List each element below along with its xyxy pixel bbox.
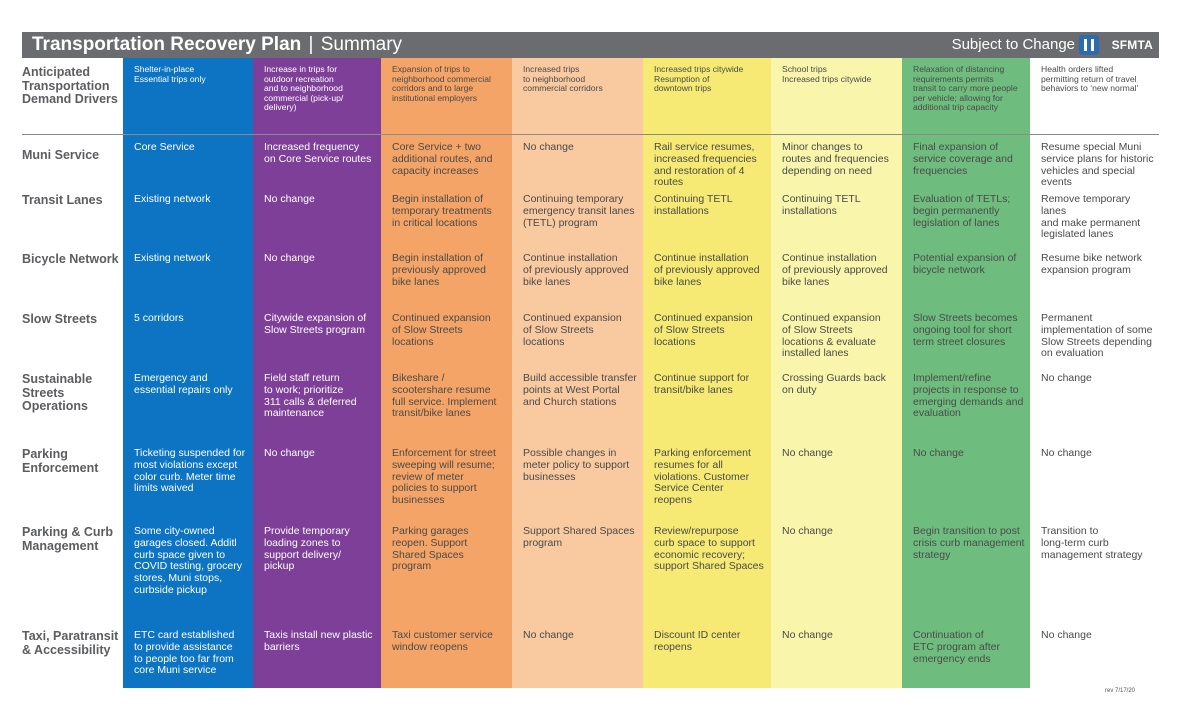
cell-bicycle-phase-1: Existing network bbox=[134, 252, 211, 264]
subject-to-change-note: Subject to Change bbox=[951, 36, 1075, 53]
phase-column-4: Increased trips to neighborhood commerci… bbox=[512, 58, 643, 688]
cell-slow-streets-phase-7: Slow Streets becomes ongoing tool for sh… bbox=[913, 312, 1018, 348]
cell-taxi-phase-1: ETC card established to provide assistan… bbox=[134, 629, 235, 677]
cell-transit-lanes-phase-3: Begin installation of temporary treatmen… bbox=[392, 193, 492, 229]
cell-taxi-phase-8: No change bbox=[1041, 629, 1092, 641]
row-label-muni: Muni Service bbox=[22, 148, 100, 162]
cell-taxi-phase-6: No change bbox=[782, 629, 833, 641]
cell-slow-streets-phase-3: Continued expansion of Slow Streets loca… bbox=[392, 312, 491, 348]
sfmta-logo-text: SFMTA bbox=[1111, 38, 1153, 52]
cell-drivers-phase-7: Relaxation of distancing requirements pe… bbox=[913, 64, 1018, 113]
cell-parking-enf-phase-5: Parking enforcement resumes for all viol… bbox=[654, 447, 751, 507]
cell-drivers-phase-4: Increased trips to neighborhood commerci… bbox=[523, 64, 603, 94]
cell-taxi-phase-3: Taxi customer service window reopens bbox=[392, 629, 493, 653]
cell-drivers-phase-1: Shelter-in-place Essential trips only bbox=[134, 64, 206, 84]
cell-parking-enf-phase-2: No change bbox=[264, 447, 315, 459]
phase-column-1: Shelter-in-place Essential trips only Cor… bbox=[123, 58, 253, 688]
row-label-drivers: Anticipated Transportation Demand Driver… bbox=[22, 65, 118, 106]
sfmta-logo-icon bbox=[1079, 35, 1099, 55]
cell-operations-phase-1: Emergency and essential repairs only bbox=[134, 372, 233, 396]
phase-column-7: Relaxation of distancing requirements pe… bbox=[902, 58, 1030, 688]
cell-slow-streets-phase-5: Continued expansion of Slow Streets loca… bbox=[654, 312, 753, 348]
cell-bicycle-phase-5: Continue installation of previously appr… bbox=[654, 252, 760, 288]
row-label-bicycle: Bicycle Network bbox=[22, 252, 119, 266]
cell-transit-lanes-phase-6: Continuing TETL installations bbox=[782, 193, 861, 217]
cell-operations-phase-8: No change bbox=[1041, 372, 1092, 384]
cell-taxi-phase-2: Taxis install new plastic barriers bbox=[264, 629, 373, 653]
cell-parking-enf-phase-3: Enforcement for street sweeping will res… bbox=[392, 447, 496, 507]
phase-column-3: Expansion of trips to neighborhood comme… bbox=[381, 58, 512, 688]
cell-bicycle-phase-2: No change bbox=[264, 252, 315, 264]
cell-muni-phase-4: No change bbox=[523, 141, 574, 153]
title-subtitle: Summary bbox=[320, 34, 403, 55]
cell-muni-phase-5: Rail service resumes, increased frequenc… bbox=[654, 141, 757, 189]
cell-drivers-phase-8: Health orders lifted permitting return o… bbox=[1041, 64, 1139, 94]
cell-bicycle-phase-7: Potential expansion of bicycle network bbox=[913, 252, 1017, 276]
phase-column-5: Increased trips citywide Resumption of d… bbox=[643, 58, 771, 688]
row-label-slow-streets: Slow Streets bbox=[22, 312, 98, 326]
cell-transit-lanes-phase-5: Continuing TETL installations bbox=[654, 193, 733, 217]
cell-taxi-phase-5: Discount ID center reopens bbox=[654, 629, 741, 653]
cell-parking-curb-phase-7: Begin transition to post crisis curb man… bbox=[913, 525, 1025, 561]
cell-parking-curb-phase-8: Transition to long-term curb management … bbox=[1041, 525, 1143, 561]
cell-parking-curb-phase-1: Some city-owned garages closed. Additl c… bbox=[134, 525, 242, 596]
cell-drivers-phase-3: Expansion of trips to neighborhood comme… bbox=[392, 64, 491, 103]
cell-bicycle-phase-3: Begin installation of previously approve… bbox=[392, 252, 486, 288]
title-separator: | bbox=[308, 34, 314, 55]
row-label-taxi: Taxi, Paratransit & Accessibility bbox=[22, 629, 119, 657]
cell-parking-enf-phase-6: No change bbox=[782, 447, 833, 459]
cell-transit-lanes-phase-8: Remove temporary lanes and make permanen… bbox=[1041, 193, 1141, 241]
cell-parking-curb-phase-5: Review/repurpose curb space to support e… bbox=[654, 525, 764, 573]
cell-bicycle-phase-8: Resume bike network expansion program bbox=[1041, 252, 1142, 276]
cell-muni-phase-3: Core Service + two additional routes, an… bbox=[392, 141, 493, 177]
cell-parking-curb-phase-3: Parking garages reopen. Support Shared S… bbox=[392, 525, 469, 573]
page-title: Transportation Recovery Plan | Summary bbox=[32, 34, 402, 56]
cell-muni-phase-2: Increased frequency on Core Service rout… bbox=[264, 141, 372, 165]
cell-muni-phase-7: Final expansion of service coverage and … bbox=[913, 141, 1013, 177]
row-label-transit-lanes: Transit Lanes bbox=[22, 193, 103, 207]
row-label-parking-enf: Parking Enforcement bbox=[22, 447, 99, 475]
cell-drivers-phase-6: School trips Increased trips citywide bbox=[782, 64, 872, 84]
cell-transit-lanes-phase-4: Continuing temporary emergency transit l… bbox=[523, 193, 635, 229]
cell-slow-streets-phase-4: Continued expansion of Slow Streets loca… bbox=[523, 312, 622, 348]
cell-taxi-phase-4: No change bbox=[523, 629, 574, 641]
cell-bicycle-phase-6: Continue installation of previously appr… bbox=[782, 252, 888, 288]
phase-column-6: School trips Increased trips citywide Min… bbox=[771, 58, 902, 688]
phase-column-8: Health orders lifted permitting return o… bbox=[1030, 58, 1159, 688]
cell-parking-enf-phase-1: Ticketing suspended for most violations … bbox=[134, 447, 246, 495]
cell-transit-lanes-phase-1: Existing network bbox=[134, 193, 211, 205]
cell-operations-phase-6: Crossing Guards back on duty bbox=[782, 372, 886, 396]
revision-note: rev 7/17/20 bbox=[1105, 688, 1136, 694]
header-divider bbox=[22, 134, 1159, 135]
title-bar: Transportation Recovery Plan | Summary S… bbox=[22, 32, 1159, 58]
cell-parking-curb-phase-6: No change bbox=[782, 525, 833, 537]
row-label-operations: Sustainable Streets Operations bbox=[22, 372, 93, 413]
cell-operations-phase-7: Implement/refine projects in response to… bbox=[913, 372, 1024, 420]
cell-muni-phase-6: Minor changes to routes and frequencies … bbox=[782, 141, 889, 177]
cell-drivers-phase-2: Increase in trips for outdoor recreation… bbox=[264, 64, 344, 113]
cell-operations-phase-3: Bikeshare / scootershare resume full ser… bbox=[392, 372, 497, 420]
cell-operations-phase-5: Continue support for transit/bike lanes bbox=[654, 372, 750, 396]
cell-slow-streets-phase-1: 5 corridors bbox=[134, 312, 184, 324]
cell-muni-phase-8: Resume special Muni service plans for hi… bbox=[1041, 141, 1154, 189]
cell-slow-streets-phase-2: Citywide expansion of Slow Streets progr… bbox=[264, 312, 367, 336]
cell-operations-phase-2: Field staff return to work; prioritize 3… bbox=[264, 372, 357, 420]
cell-parking-curb-phase-4: Support Shared Spaces program bbox=[523, 525, 635, 549]
row-label-parking-curb: Parking & Curb Management bbox=[22, 525, 113, 553]
cell-transit-lanes-phase-2: No change bbox=[264, 193, 315, 205]
cell-parking-curb-phase-2: Provide temporary loading zones to suppo… bbox=[264, 525, 350, 573]
cell-slow-streets-phase-6: Continued expansion of Slow Streets loca… bbox=[782, 312, 881, 360]
cell-parking-enf-phase-4: Possible changes in meter policy to supp… bbox=[523, 447, 630, 483]
cell-taxi-phase-7: Continuation of ETC program after emerge… bbox=[913, 629, 1000, 665]
cell-parking-enf-phase-7: No change bbox=[913, 447, 964, 459]
cell-parking-enf-phase-8: No change bbox=[1041, 447, 1092, 459]
cell-drivers-phase-5: Increased trips citywide Resumption of d… bbox=[654, 64, 744, 94]
cell-transit-lanes-phase-7: Evaluation of TETLs; begin permanently l… bbox=[913, 193, 1011, 229]
phase-column-2: Increase in trips for outdoor recreation… bbox=[253, 58, 381, 688]
cell-operations-phase-4: Build accessible transfer points at West… bbox=[523, 372, 637, 408]
title-main: Transportation Recovery Plan bbox=[32, 34, 302, 55]
cell-bicycle-phase-4: Continue installation of previously appr… bbox=[523, 252, 629, 288]
cell-slow-streets-phase-8: Permanent implementation of some Slow St… bbox=[1041, 312, 1153, 360]
cell-muni-phase-1: Core Service bbox=[134, 141, 195, 153]
